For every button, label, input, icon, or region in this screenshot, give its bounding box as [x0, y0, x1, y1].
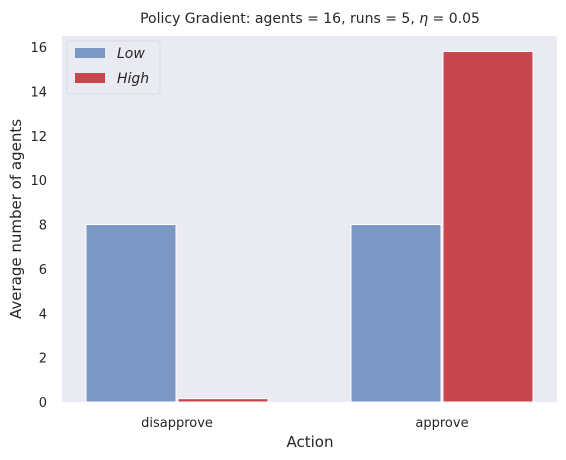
legend: Low High: [66, 40, 161, 95]
bar-low-disapprove: [85, 224, 177, 403]
y-tick-label: 0: [39, 396, 47, 411]
x-tick-label-approve: approve: [415, 416, 468, 431]
legend-label-high: High: [117, 71, 149, 87]
chart-title: Policy Gradient: agents = 16, runs = 5, …: [140, 11, 480, 27]
bar-high-approve: [442, 51, 534, 403]
x-tick-label-disapprove: disapprove: [141, 416, 213, 431]
legend-swatch-low: [75, 48, 105, 58]
y-tick-label: 6: [39, 263, 47, 278]
bars-group: [85, 51, 534, 403]
y-tick-label: 10: [30, 174, 47, 189]
x-axis-label: Action: [287, 433, 334, 451]
x-ticks-group: disapprove approve: [141, 416, 469, 431]
y-tick-label: 14: [30, 85, 47, 100]
bar-low-approve: [350, 224, 442, 403]
bar-high-disapprove: [177, 398, 269, 403]
legend-label-low: Low: [117, 46, 145, 62]
y-ticks-group: 0 2 4 6 8 10 12 14 16: [30, 41, 47, 411]
y-tick-label: 12: [30, 130, 47, 145]
y-axis-label: Average number of agents: [7, 119, 25, 319]
y-tick-label: 16: [30, 41, 47, 56]
y-tick-label: 4: [39, 307, 47, 322]
y-tick-label: 2: [39, 352, 47, 367]
legend-swatch-high: [75, 73, 105, 83]
y-tick-label: 8: [39, 219, 47, 234]
